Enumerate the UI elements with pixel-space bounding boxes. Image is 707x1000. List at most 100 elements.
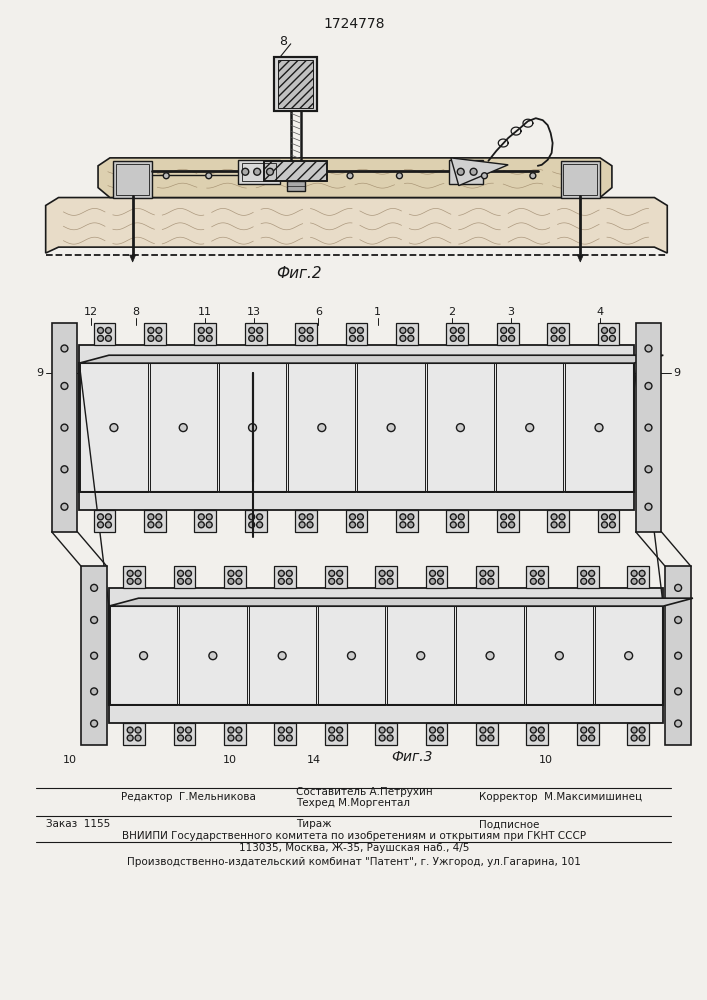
Circle shape — [530, 173, 536, 179]
Circle shape — [387, 727, 393, 733]
Bar — [426, 723, 448, 745]
Bar — [563, 164, 597, 195]
Bar — [358, 363, 425, 492]
Text: Корректор  М.Максимишинец: Корректор М.Максимишинец — [479, 792, 642, 802]
Circle shape — [347, 173, 353, 179]
Circle shape — [177, 735, 184, 741]
Circle shape — [105, 327, 112, 333]
Circle shape — [430, 578, 436, 584]
Circle shape — [61, 466, 68, 473]
Polygon shape — [578, 255, 583, 262]
Circle shape — [349, 522, 356, 528]
Circle shape — [609, 514, 615, 520]
Bar — [224, 566, 246, 588]
Circle shape — [580, 570, 587, 576]
Bar — [597, 323, 619, 345]
Bar — [264, 161, 327, 181]
Circle shape — [589, 578, 595, 584]
Circle shape — [526, 424, 534, 432]
Circle shape — [589, 727, 595, 733]
Bar — [123, 566, 145, 588]
Bar — [476, 566, 498, 588]
Circle shape — [286, 727, 292, 733]
Circle shape — [249, 327, 255, 333]
Circle shape — [185, 578, 192, 584]
Bar — [174, 566, 195, 588]
Text: 10: 10 — [539, 755, 553, 765]
Circle shape — [602, 335, 607, 341]
Bar — [274, 57, 317, 111]
Circle shape — [645, 382, 652, 389]
Circle shape — [645, 424, 652, 431]
Text: 11: 11 — [198, 307, 212, 317]
Circle shape — [602, 522, 607, 528]
Bar — [527, 566, 548, 588]
Circle shape — [105, 522, 112, 528]
Circle shape — [609, 335, 615, 341]
Bar — [274, 723, 296, 745]
Circle shape — [279, 570, 284, 576]
Bar — [248, 606, 316, 705]
Bar — [287, 181, 305, 191]
Circle shape — [349, 335, 356, 341]
Circle shape — [458, 335, 464, 341]
Bar — [547, 323, 569, 345]
Bar — [526, 606, 593, 705]
Circle shape — [299, 522, 305, 528]
Circle shape — [348, 652, 356, 660]
Bar — [174, 723, 195, 745]
Bar — [144, 510, 165, 532]
Circle shape — [639, 727, 645, 733]
Bar — [577, 723, 599, 745]
Circle shape — [249, 514, 255, 520]
Circle shape — [163, 173, 169, 179]
Circle shape — [185, 570, 192, 576]
Text: 8: 8 — [279, 35, 287, 48]
Circle shape — [538, 735, 544, 741]
Circle shape — [559, 327, 565, 333]
Circle shape — [199, 335, 204, 341]
Circle shape — [674, 617, 682, 623]
Circle shape — [337, 727, 343, 733]
Circle shape — [307, 522, 313, 528]
Circle shape — [674, 688, 682, 695]
Circle shape — [135, 570, 141, 576]
Bar — [123, 723, 145, 745]
Circle shape — [408, 522, 414, 528]
Circle shape — [61, 382, 68, 389]
Bar — [396, 323, 418, 345]
Circle shape — [430, 727, 436, 733]
Text: 10: 10 — [62, 755, 76, 765]
Circle shape — [625, 652, 633, 660]
Circle shape — [257, 335, 262, 341]
Circle shape — [242, 168, 249, 175]
Bar — [150, 363, 217, 492]
Bar — [79, 345, 633, 363]
Circle shape — [307, 335, 313, 341]
Bar — [144, 323, 165, 345]
Circle shape — [430, 735, 436, 741]
Circle shape — [488, 735, 493, 741]
Bar — [427, 363, 494, 492]
Circle shape — [98, 514, 103, 520]
Circle shape — [358, 522, 363, 528]
Circle shape — [580, 735, 587, 741]
Circle shape — [61, 345, 68, 352]
Circle shape — [257, 327, 262, 333]
Text: Заказ  1155: Заказ 1155 — [46, 819, 110, 829]
Circle shape — [631, 570, 637, 576]
Circle shape — [595, 424, 603, 432]
Circle shape — [299, 335, 305, 341]
Circle shape — [307, 327, 313, 333]
Bar — [396, 510, 418, 532]
Circle shape — [90, 720, 98, 727]
Bar — [497, 323, 518, 345]
Text: Техред М.Моргентал: Техред М.Моргентал — [296, 798, 409, 808]
Circle shape — [90, 584, 98, 591]
Circle shape — [438, 735, 443, 741]
Circle shape — [458, 522, 464, 528]
Circle shape — [530, 578, 537, 584]
Bar — [296, 510, 317, 532]
Bar — [449, 160, 484, 184]
Bar — [375, 566, 397, 588]
